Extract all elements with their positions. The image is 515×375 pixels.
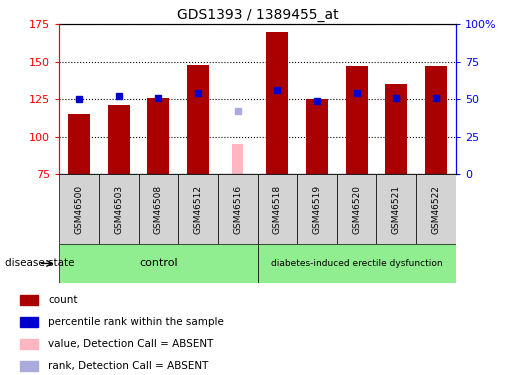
Bar bbox=[425, 66, 447, 174]
Bar bbox=[59, 244, 258, 283]
Text: GSM46521: GSM46521 bbox=[392, 184, 401, 234]
Bar bbox=[108, 105, 130, 174]
Text: GSM46522: GSM46522 bbox=[432, 184, 440, 234]
Bar bbox=[266, 32, 288, 174]
Text: diabetes-induced erectile dysfunction: diabetes-induced erectile dysfunction bbox=[271, 259, 442, 268]
Text: value, Detection Call = ABSENT: value, Detection Call = ABSENT bbox=[48, 339, 213, 349]
Bar bbox=[139, 174, 178, 244]
Bar bbox=[218, 174, 258, 244]
Bar bbox=[297, 174, 337, 244]
Bar bbox=[258, 174, 297, 244]
Bar bbox=[20, 339, 38, 350]
Bar bbox=[346, 66, 368, 174]
Bar bbox=[416, 174, 456, 244]
Text: rank, Detection Call = ABSENT: rank, Detection Call = ABSENT bbox=[48, 361, 209, 371]
Bar bbox=[20, 361, 38, 372]
Bar bbox=[68, 114, 90, 174]
Bar bbox=[306, 99, 328, 174]
Text: disease state: disease state bbox=[5, 258, 75, 268]
Text: GSM46516: GSM46516 bbox=[233, 184, 242, 234]
Bar bbox=[187, 65, 209, 174]
Text: percentile rank within the sample: percentile rank within the sample bbox=[48, 317, 224, 327]
Bar bbox=[59, 174, 99, 244]
Text: GSM46508: GSM46508 bbox=[154, 184, 163, 234]
Bar bbox=[337, 174, 376, 244]
Text: GSM46500: GSM46500 bbox=[75, 184, 83, 234]
Bar bbox=[258, 244, 456, 283]
Text: GSM46512: GSM46512 bbox=[194, 184, 202, 234]
Bar bbox=[376, 174, 416, 244]
Title: GDS1393 / 1389455_at: GDS1393 / 1389455_at bbox=[177, 8, 338, 22]
Text: GSM46519: GSM46519 bbox=[313, 184, 321, 234]
Bar bbox=[232, 144, 243, 174]
Bar bbox=[385, 84, 407, 174]
Bar bbox=[147, 98, 169, 174]
Bar bbox=[20, 317, 38, 327]
Text: GSM46518: GSM46518 bbox=[273, 184, 282, 234]
Bar bbox=[178, 174, 218, 244]
Text: count: count bbox=[48, 295, 78, 305]
Text: GSM46503: GSM46503 bbox=[114, 184, 123, 234]
Text: control: control bbox=[139, 258, 178, 268]
Text: GSM46520: GSM46520 bbox=[352, 184, 361, 234]
Bar bbox=[20, 295, 38, 305]
Bar bbox=[99, 174, 139, 244]
